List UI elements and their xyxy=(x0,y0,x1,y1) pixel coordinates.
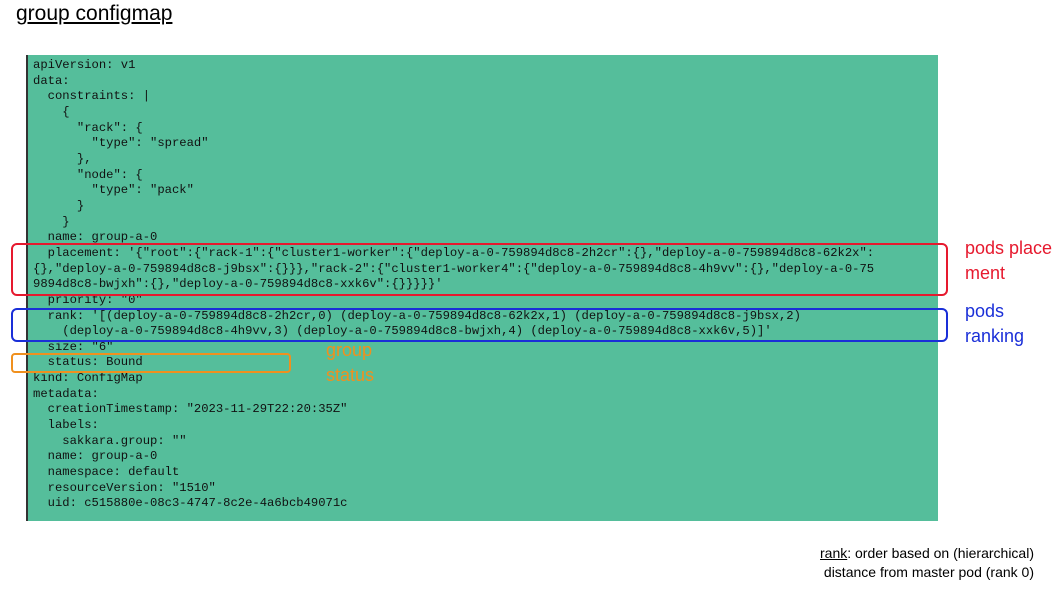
yaml-line: metadata: xyxy=(33,386,99,401)
status-annotation-line2: status xyxy=(326,365,375,385)
yaml-line: kind: ConfigMap xyxy=(33,371,143,386)
ranking-annotation-line1: pods xyxy=(965,301,1005,321)
yaml-line: sakkara.group: "" xyxy=(33,433,187,448)
yaml-line: constraints: | xyxy=(33,89,151,104)
yaml-line: 9894d8c8-bwjxh":{},"deploy-a-0-759894d8c… xyxy=(33,277,443,292)
rank-footnote: rank: order based on (hierarchical) dist… xyxy=(820,544,1034,582)
yaml-line: "type": "pack" xyxy=(33,183,194,198)
status-highlight-box xyxy=(11,353,291,373)
yaml-line: priority: "0" xyxy=(33,292,143,307)
yaml-code: apiVersion: v1 data: constraints: | { "ra… xyxy=(33,58,874,512)
yaml-line: placement: '{"root":{"rack-1":{"cluster1… xyxy=(33,245,875,260)
yaml-line: uid: c515880e-08c3-4747-8c2e-4a6bcb49071… xyxy=(33,496,348,511)
yaml-line: namespace: default xyxy=(33,465,180,480)
ranking-annotation: pods ranking xyxy=(965,299,1024,349)
yaml-line: {},"deploy-a-0-759894d8c8-j9bsx":{}}},"r… xyxy=(33,261,875,276)
yaml-line: size: "6" xyxy=(33,339,114,354)
yaml-panel xyxy=(26,55,938,521)
yaml-line: }, xyxy=(33,151,92,166)
status-annotation: group status xyxy=(326,338,374,388)
placement-highlight-box xyxy=(11,243,948,296)
yaml-line: resourceVersion: "1510" xyxy=(33,480,216,495)
yaml-line: (deploy-a-0-759894d8c8-4h9vv,3) (deploy-… xyxy=(33,324,772,339)
yaml-line: "type": "spread" xyxy=(33,136,209,151)
yaml-line: } xyxy=(33,198,85,213)
yaml-line: creationTimestamp: "2023-11-29T22:20:35Z… xyxy=(33,402,348,417)
yaml-line: apiVersion: v1 xyxy=(33,58,136,72)
status-annotation-line1: group xyxy=(326,340,373,360)
footnote-term: rank xyxy=(820,545,848,561)
placement-annotation: pods placement xyxy=(965,238,1053,283)
yaml-line: name: group-a-0 xyxy=(33,230,158,245)
ranking-annotation-line2: ranking xyxy=(965,326,1025,346)
yaml-line: name: group-a-0 xyxy=(33,449,158,464)
yaml-line: "rack": { xyxy=(33,120,143,135)
yaml-line: "node": { xyxy=(33,167,143,182)
page-title: group configmap xyxy=(16,2,173,25)
yaml-line: { xyxy=(33,104,70,119)
footnote-line2: distance from master pod (rank 0) xyxy=(823,564,1034,580)
ranking-highlight-box xyxy=(11,308,948,342)
yaml-line: rank: '[(deploy-a-0-759894d8c8-2h2cr,0) … xyxy=(33,308,801,323)
yaml-line: status: Bound xyxy=(33,355,143,370)
yaml-line: } xyxy=(33,214,70,229)
footnote-definition: : order based on (hierarchical) xyxy=(847,545,1034,561)
footnote-line1: rank: order based on (hierarchical) xyxy=(820,544,1034,563)
yaml-line: data: xyxy=(33,73,70,88)
yaml-line: labels: xyxy=(33,418,99,433)
